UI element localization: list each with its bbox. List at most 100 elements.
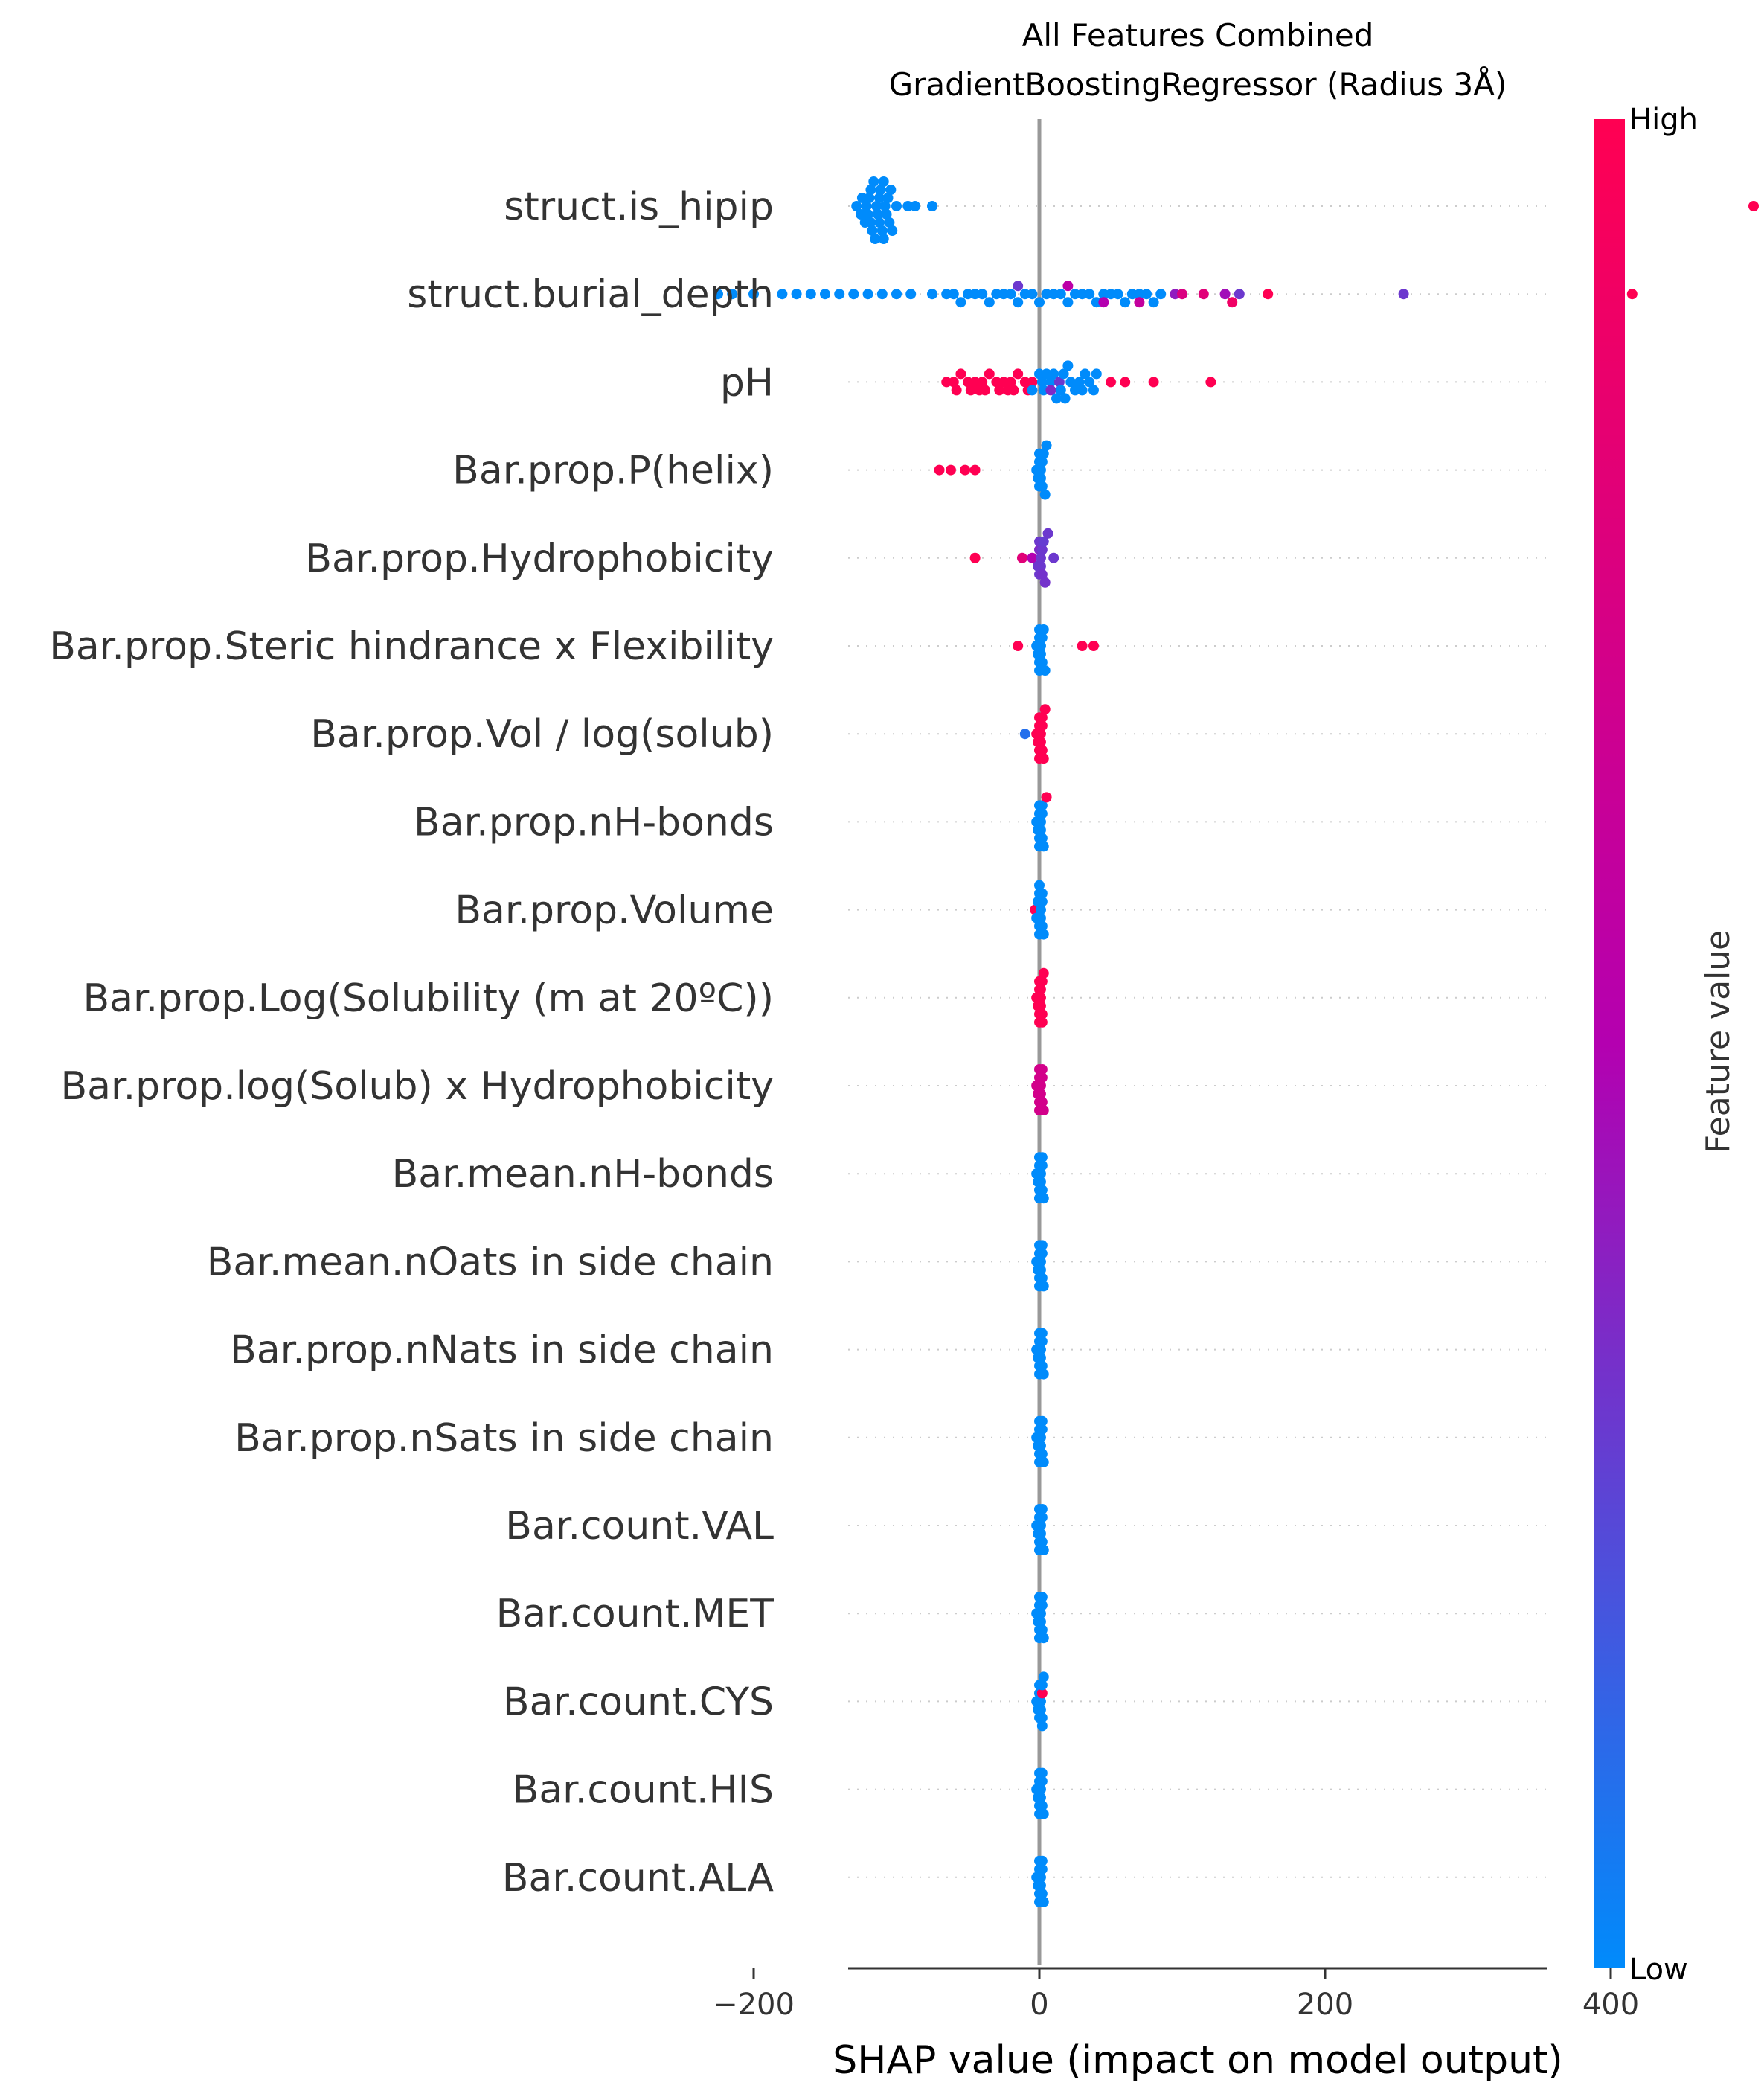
shap-point: [1005, 377, 1016, 388]
shap-point: [1019, 729, 1030, 740]
colorbar-low-label: Low: [1629, 1953, 1688, 1987]
shap-point: [945, 464, 956, 476]
shap-point: [1036, 1017, 1048, 1028]
shap-point: [1074, 377, 1085, 388]
shap-point: [1398, 289, 1409, 300]
shap-point: [1035, 1177, 1046, 1188]
shap-point: [1041, 289, 1052, 300]
shap-point: [991, 377, 1002, 388]
shap-point: [1013, 368, 1024, 380]
shap-point: [1038, 1105, 1049, 1115]
shap-point: [994, 385, 1005, 396]
shap-point: [1035, 649, 1046, 659]
shap-point: [1035, 1704, 1046, 1715]
shap-point: [881, 209, 892, 220]
shap-point: [1036, 720, 1048, 732]
shap-point: [1134, 297, 1145, 308]
shap-point: [1016, 552, 1027, 563]
shap-point: [1013, 281, 1024, 292]
shap-points: [713, 176, 1759, 1907]
shap-point: [1039, 577, 1051, 588]
shap-point: [862, 209, 873, 220]
shap-point: [1035, 729, 1046, 740]
shap-point: [861, 201, 872, 211]
feature-label: Bar.prop.Log(Solubility (m at 20ºC)): [83, 976, 774, 1021]
shap-point: [1198, 289, 1209, 300]
shap-point: [1039, 704, 1051, 715]
shap-point: [951, 385, 962, 396]
shap-point: [1106, 377, 1116, 388]
shap-point: [879, 201, 891, 211]
shap-point: [1170, 289, 1181, 300]
shap-point: [1036, 1072, 1048, 1083]
shap-point: [856, 209, 866, 220]
shap-point: [1077, 385, 1088, 396]
feature-label: Bar.prop.P(helix): [452, 449, 774, 493]
shap-point: [1036, 1415, 1048, 1427]
shap-point: [1036, 1863, 1048, 1875]
feature-label: Bar.prop.nH-bonds: [414, 800, 774, 845]
shap-point: [805, 289, 816, 300]
shap-point: [1626, 289, 1638, 300]
colorbar-title: Feature value: [1699, 930, 1737, 1153]
shap-point: [791, 289, 802, 300]
shap-point: [1120, 377, 1131, 388]
shap-point: [1038, 1545, 1049, 1555]
shap-point: [1036, 833, 1048, 844]
shap-point: [1263, 289, 1274, 300]
shap-point: [1035, 464, 1046, 476]
shap-point: [1088, 641, 1099, 651]
chart-title: All Features Combined: [1022, 17, 1374, 54]
shap-point: [1084, 377, 1095, 388]
shap-point: [955, 297, 966, 308]
shap-point: [1036, 1064, 1048, 1075]
shap-point: [1106, 289, 1116, 300]
shap-point: [1091, 368, 1102, 380]
shap-point: [948, 377, 959, 388]
shap-point: [1035, 912, 1046, 923]
shap-point: [1036, 745, 1048, 756]
shap-point: [1051, 393, 1062, 404]
shap-point: [984, 297, 995, 308]
shap-point: [873, 217, 885, 228]
shap-point: [876, 225, 888, 236]
shap-point: [1038, 967, 1049, 979]
feature-label: Bar.count.HIS: [513, 1768, 774, 1813]
shap-point: [1035, 473, 1046, 484]
shap-point: [1005, 289, 1016, 300]
shap-point: [1084, 289, 1095, 300]
shap-point: [1036, 1248, 1048, 1259]
shap-point: [1013, 641, 1024, 651]
shap-point: [1036, 1767, 1048, 1779]
shap-point: [1053, 377, 1065, 388]
shap-point: [1036, 1273, 1048, 1284]
shap-point: [1035, 1520, 1046, 1531]
shap-point: [873, 209, 884, 220]
shap-point: [998, 377, 1009, 388]
shap-point: [871, 201, 882, 211]
shap-point: [1219, 289, 1231, 300]
shap-point: [1036, 921, 1048, 932]
feature-label: Bar.prop.nNats in side chain: [230, 1328, 774, 1373]
shap-point: [1041, 368, 1052, 380]
shap-point: [1077, 641, 1088, 651]
shap-point: [909, 201, 920, 211]
shap-point: [891, 289, 902, 300]
shap-point: [1177, 289, 1187, 300]
shap-point: [1036, 1152, 1048, 1163]
shap-point: [1035, 1440, 1046, 1451]
shap-point: [1036, 1888, 1048, 1899]
shap-point: [882, 193, 894, 203]
shap-point: [1035, 1880, 1046, 1891]
shap-point: [1035, 560, 1046, 572]
feature-label: pH: [720, 360, 774, 405]
shap-point: [1045, 385, 1056, 396]
shap-point: [834, 289, 845, 300]
shap-point: [1036, 888, 1048, 899]
shap-point: [977, 289, 988, 300]
shap-point: [963, 289, 973, 300]
feature-label: Bar.prop.Volume: [455, 889, 774, 933]
shap-point: [1134, 289, 1145, 300]
shap-point: [905, 289, 917, 300]
x-tick-label: −200: [713, 1988, 795, 2022]
